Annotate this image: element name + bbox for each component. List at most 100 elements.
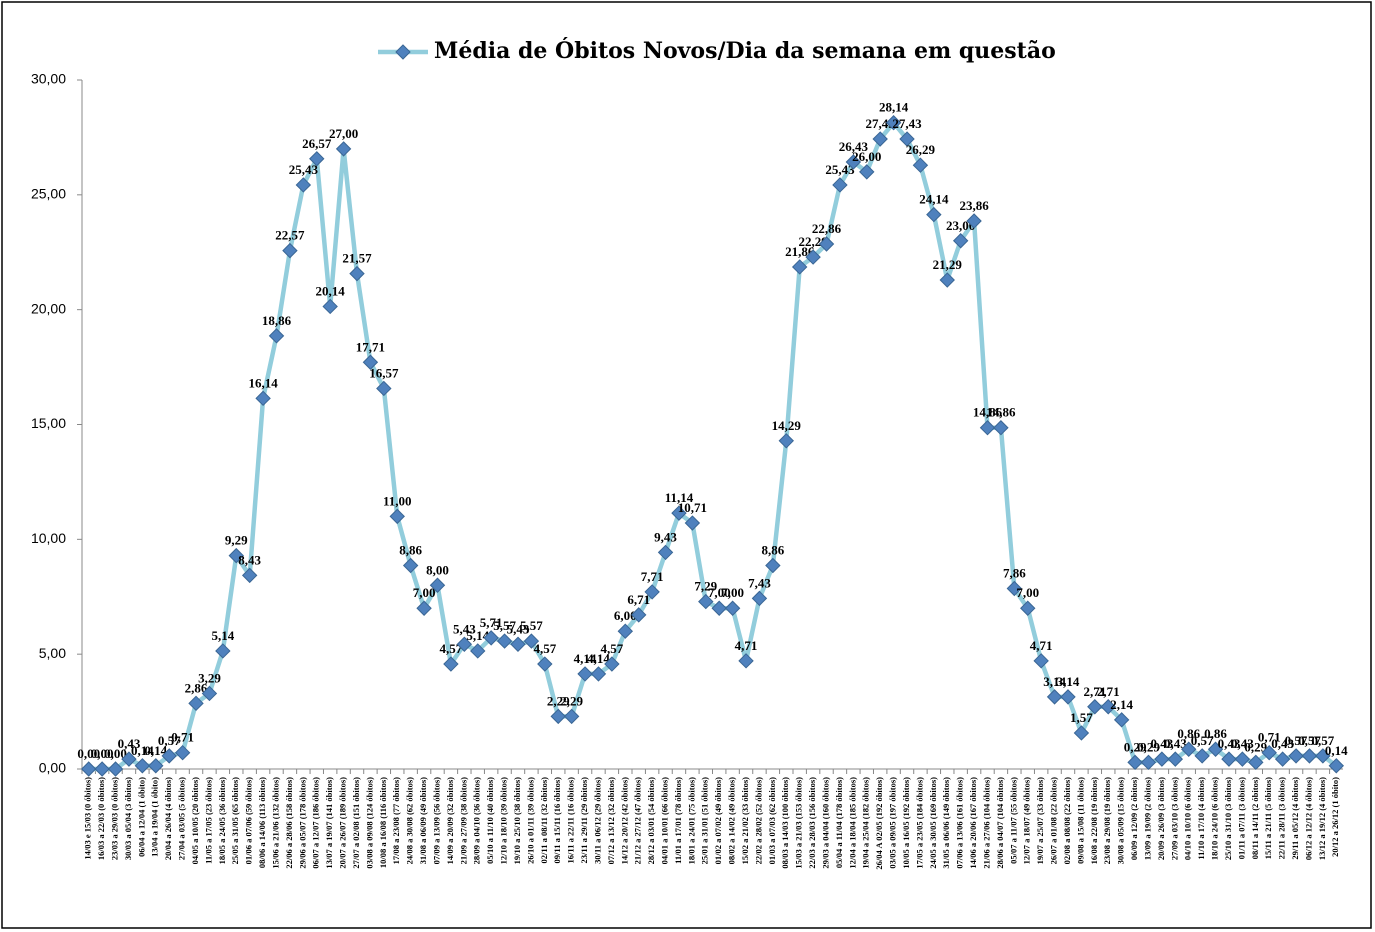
point <box>832 177 848 193</box>
point <box>859 164 875 180</box>
value-label: 23,86 <box>959 198 989 213</box>
x-tick-label: 28/06 a 04/07 (104 óbitos) <box>995 777 1005 869</box>
x-tick-label: 08/11 a 14/11 (2 óbitos) <box>1250 777 1260 859</box>
point <box>671 505 687 521</box>
value-label: 0,43 <box>1231 736 1254 751</box>
x-tick-label: 12/07 a 18/07 (49 óbitos) <box>1022 777 1032 865</box>
value-label: 25,43 <box>825 162 855 177</box>
value-label: 0,86 <box>1204 726 1227 741</box>
point <box>268 328 285 344</box>
value-label: 6,00 <box>614 608 637 623</box>
point <box>1167 751 1184 767</box>
x-tick-label: 09/11 a 15/11 (16 óbitos) <box>552 777 562 864</box>
x-tick-label: 15/11 a 21/11 (5 óbitos) <box>1263 777 1273 859</box>
value-label: 21,29 <box>933 257 963 272</box>
value-label: 0,00 <box>91 746 114 761</box>
point <box>429 577 446 593</box>
x-tick-label: 26/10 a 01/11 (39 óbitos) <box>525 777 535 864</box>
value-label: 14,29 <box>772 418 802 433</box>
value-label: 14,86 <box>973 405 1003 420</box>
x-tick-label: 28/12 a 03/01 (54 óbitos) <box>646 777 656 865</box>
point <box>577 666 593 682</box>
point <box>1301 748 1318 764</box>
point <box>1207 741 1224 757</box>
value-label: 28,14 <box>879 100 909 115</box>
x-tick-label: 17/08 a 23/08 (77 óbitos) <box>391 777 401 865</box>
value-label: 2,29 <box>547 693 570 708</box>
x-tick-label: 14/06 a 20/06 (167 óbitos) <box>968 777 978 869</box>
x-tick-label: 16/11 a 22/11 (16 óbitos) <box>566 777 576 864</box>
value-label: 8,86 <box>399 543 422 558</box>
value-label: 22,57 <box>275 228 305 243</box>
x-tick-label: 26/04 A 02/05 (192 óbitos) <box>874 777 884 870</box>
point <box>94 761 110 777</box>
x-tick-label: 01/06 a 07/06 (59 óbitos) <box>244 777 254 865</box>
value-label: 17,71 <box>356 339 385 354</box>
point <box>1100 699 1116 715</box>
point <box>470 643 486 659</box>
value-label: 22,86 <box>812 221 842 236</box>
point <box>1020 600 1036 616</box>
y-tick-label: 0,00 <box>39 760 66 776</box>
point <box>657 544 674 561</box>
value-label: 27,43 <box>866 116 896 131</box>
value-label: 8,00 <box>426 562 449 577</box>
value-label: 0,86 <box>1177 726 1200 741</box>
x-tick-label: 02/11 a 08/11 (32 óbitos) <box>539 777 549 864</box>
point <box>1006 580 1023 597</box>
point <box>1113 712 1130 728</box>
x-tick-label: 22/11 a 28/11 (3 óbitos) <box>1277 777 1287 859</box>
value-label: 5,43 <box>507 621 530 636</box>
x-tick-label: 11/05 a 17/05 (23 óbitos) <box>203 777 213 864</box>
value-label: 2,86 <box>185 680 208 695</box>
x-tick-label: 29/03 a 04/04 (160 óbitos) <box>820 777 830 869</box>
value-label: 4,71 <box>735 638 758 653</box>
x-tick-label: 02/08 a 08/08 (22 óbitos) <box>1062 777 1072 865</box>
point <box>1181 741 1197 757</box>
value-label: 27,00 <box>329 126 358 141</box>
value-label: 5,71 <box>480 615 503 630</box>
point <box>604 656 620 672</box>
point <box>1073 725 1090 741</box>
point <box>107 761 124 777</box>
point <box>161 748 177 764</box>
point <box>282 242 298 259</box>
value-label: 7,00 <box>721 585 744 600</box>
point <box>456 636 473 652</box>
point <box>228 547 244 564</box>
x-tick-label: 15/02 a 21/02 (33 óbitos) <box>740 777 750 865</box>
y-tick-label: 25,00 <box>31 186 66 202</box>
value-label: 2,14 <box>1110 697 1133 712</box>
value-label: 0,43 <box>1164 736 1187 751</box>
point <box>1127 754 1143 771</box>
value-label: 3,14 <box>1043 674 1066 689</box>
value-label: 5,43 <box>453 621 476 636</box>
point <box>335 141 352 157</box>
x-tick-label: 18/01 a 24/01 (75 óbitos) <box>686 777 696 865</box>
point <box>952 233 969 249</box>
x-tick-label: 06/07 a 12/07 (186 óbitos) <box>311 777 321 869</box>
value-label: 7,00 <box>413 585 436 600</box>
x-tick-label: 24/05 a 30/05 (169 óbitos) <box>928 777 938 869</box>
value-label: 0,43 <box>118 736 141 751</box>
point <box>201 685 218 702</box>
value-label: 5,14 <box>211 628 234 643</box>
point <box>899 131 915 147</box>
value-label: 7,00 <box>708 585 731 600</box>
point <box>563 708 580 725</box>
point <box>738 653 754 669</box>
value-label: 24,14 <box>919 192 949 207</box>
x-tick-label: 14/09 a 20/09 (32 óbitos) <box>445 777 455 865</box>
value-label: 11,00 <box>383 493 412 508</box>
point <box>188 695 204 712</box>
point <box>349 265 365 282</box>
legend-marker <box>395 44 411 60</box>
value-label: 3,14 <box>1057 674 1080 689</box>
value-label: 26,57 <box>302 136 332 151</box>
value-label: 4,71 <box>1030 638 1053 653</box>
point <box>1274 751 1291 767</box>
y-tick-label: 10,00 <box>31 530 66 546</box>
x-tick-label: 22/02 a 28/02 (52 óbitos) <box>753 777 763 865</box>
x-tick-label: 25/05 a 31/05 (65 óbitos) <box>230 777 240 865</box>
